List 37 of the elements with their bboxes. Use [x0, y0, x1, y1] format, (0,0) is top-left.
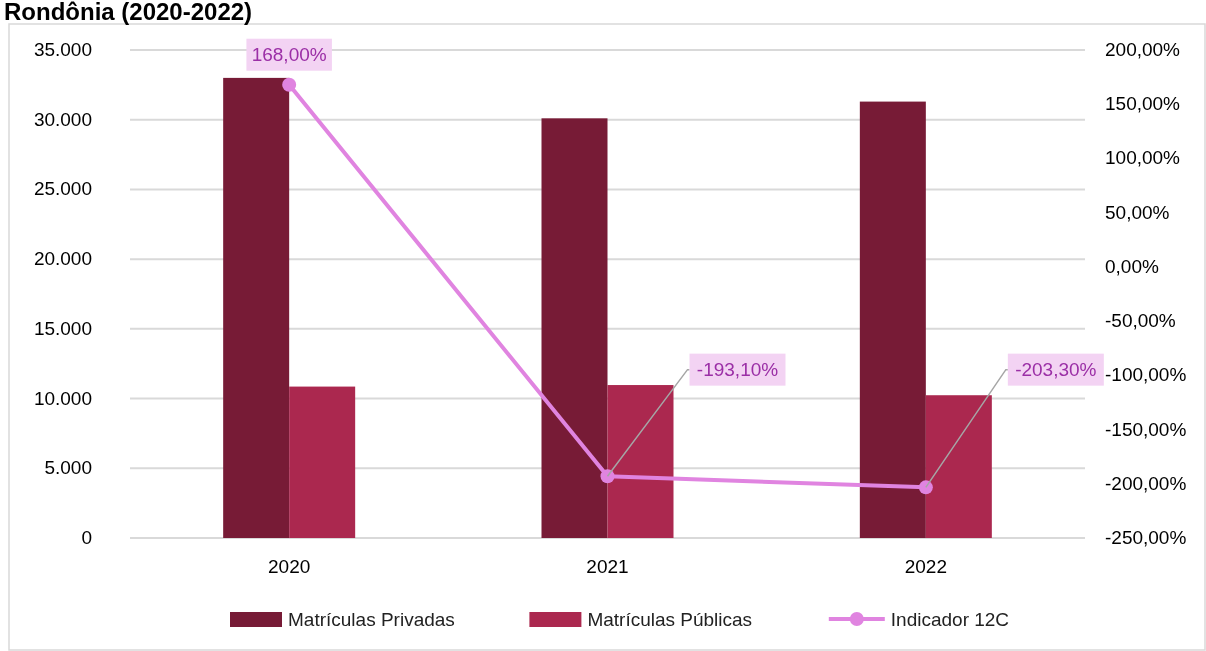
- legend-label: Indicador 12C: [890, 609, 1010, 630]
- y2-tick-label: -200,00%: [1105, 472, 1187, 494]
- bar: [223, 77, 290, 538]
- y-tick-label: 5.000: [44, 457, 92, 479]
- bar: [541, 118, 608, 538]
- y-tick-label: 20.000: [33, 248, 92, 270]
- y2-tick-label: -250,00%: [1105, 527, 1187, 548]
- data-label: -193,10%: [696, 358, 779, 380]
- point: [918, 480, 933, 495]
- y2-tick-label: 100,00%: [1105, 147, 1181, 169]
- legend-label: Matrículas Privadas: [288, 609, 455, 630]
- bar: [607, 385, 674, 538]
- data-label: 168,00%: [251, 43, 327, 65]
- point: [600, 469, 615, 484]
- y2-tick-label: -50,00%: [1105, 310, 1176, 332]
- y-tick-label: 35.000: [33, 39, 92, 60]
- y-tick-label: 25.000: [33, 178, 92, 200]
- y-tick-label: 0: [81, 527, 92, 548]
- bar: [925, 395, 992, 538]
- y2-tick-label: 0,00%: [1105, 255, 1159, 277]
- y-tick-label: 30.000: [33, 108, 92, 130]
- y2-tick-label: -150,00%: [1105, 418, 1187, 440]
- y2-tick-label: -100,00%: [1105, 364, 1187, 386]
- x-tick-label: 2022: [904, 556, 947, 577]
- y-tick-label: 15.000: [33, 317, 92, 339]
- legend-label: Matrículas Públicas: [587, 609, 753, 630]
- bar: [289, 386, 356, 538]
- point: [282, 77, 297, 92]
- y2-tick-label: 200,00%: [1105, 39, 1181, 60]
- data-label: -203,30%: [1015, 358, 1097, 380]
- y2-tick-label: 150,00%: [1105, 93, 1181, 115]
- chart-title: Rondônia (2020-2022): [4, 0, 253, 25]
- y-tick-label: 10.000: [33, 387, 92, 409]
- y2-tick-label: 50,00%: [1105, 201, 1170, 223]
- x-tick-label: 2021: [586, 556, 629, 577]
- bar: [859, 101, 926, 538]
- x-tick-label: 2020: [268, 556, 311, 577]
